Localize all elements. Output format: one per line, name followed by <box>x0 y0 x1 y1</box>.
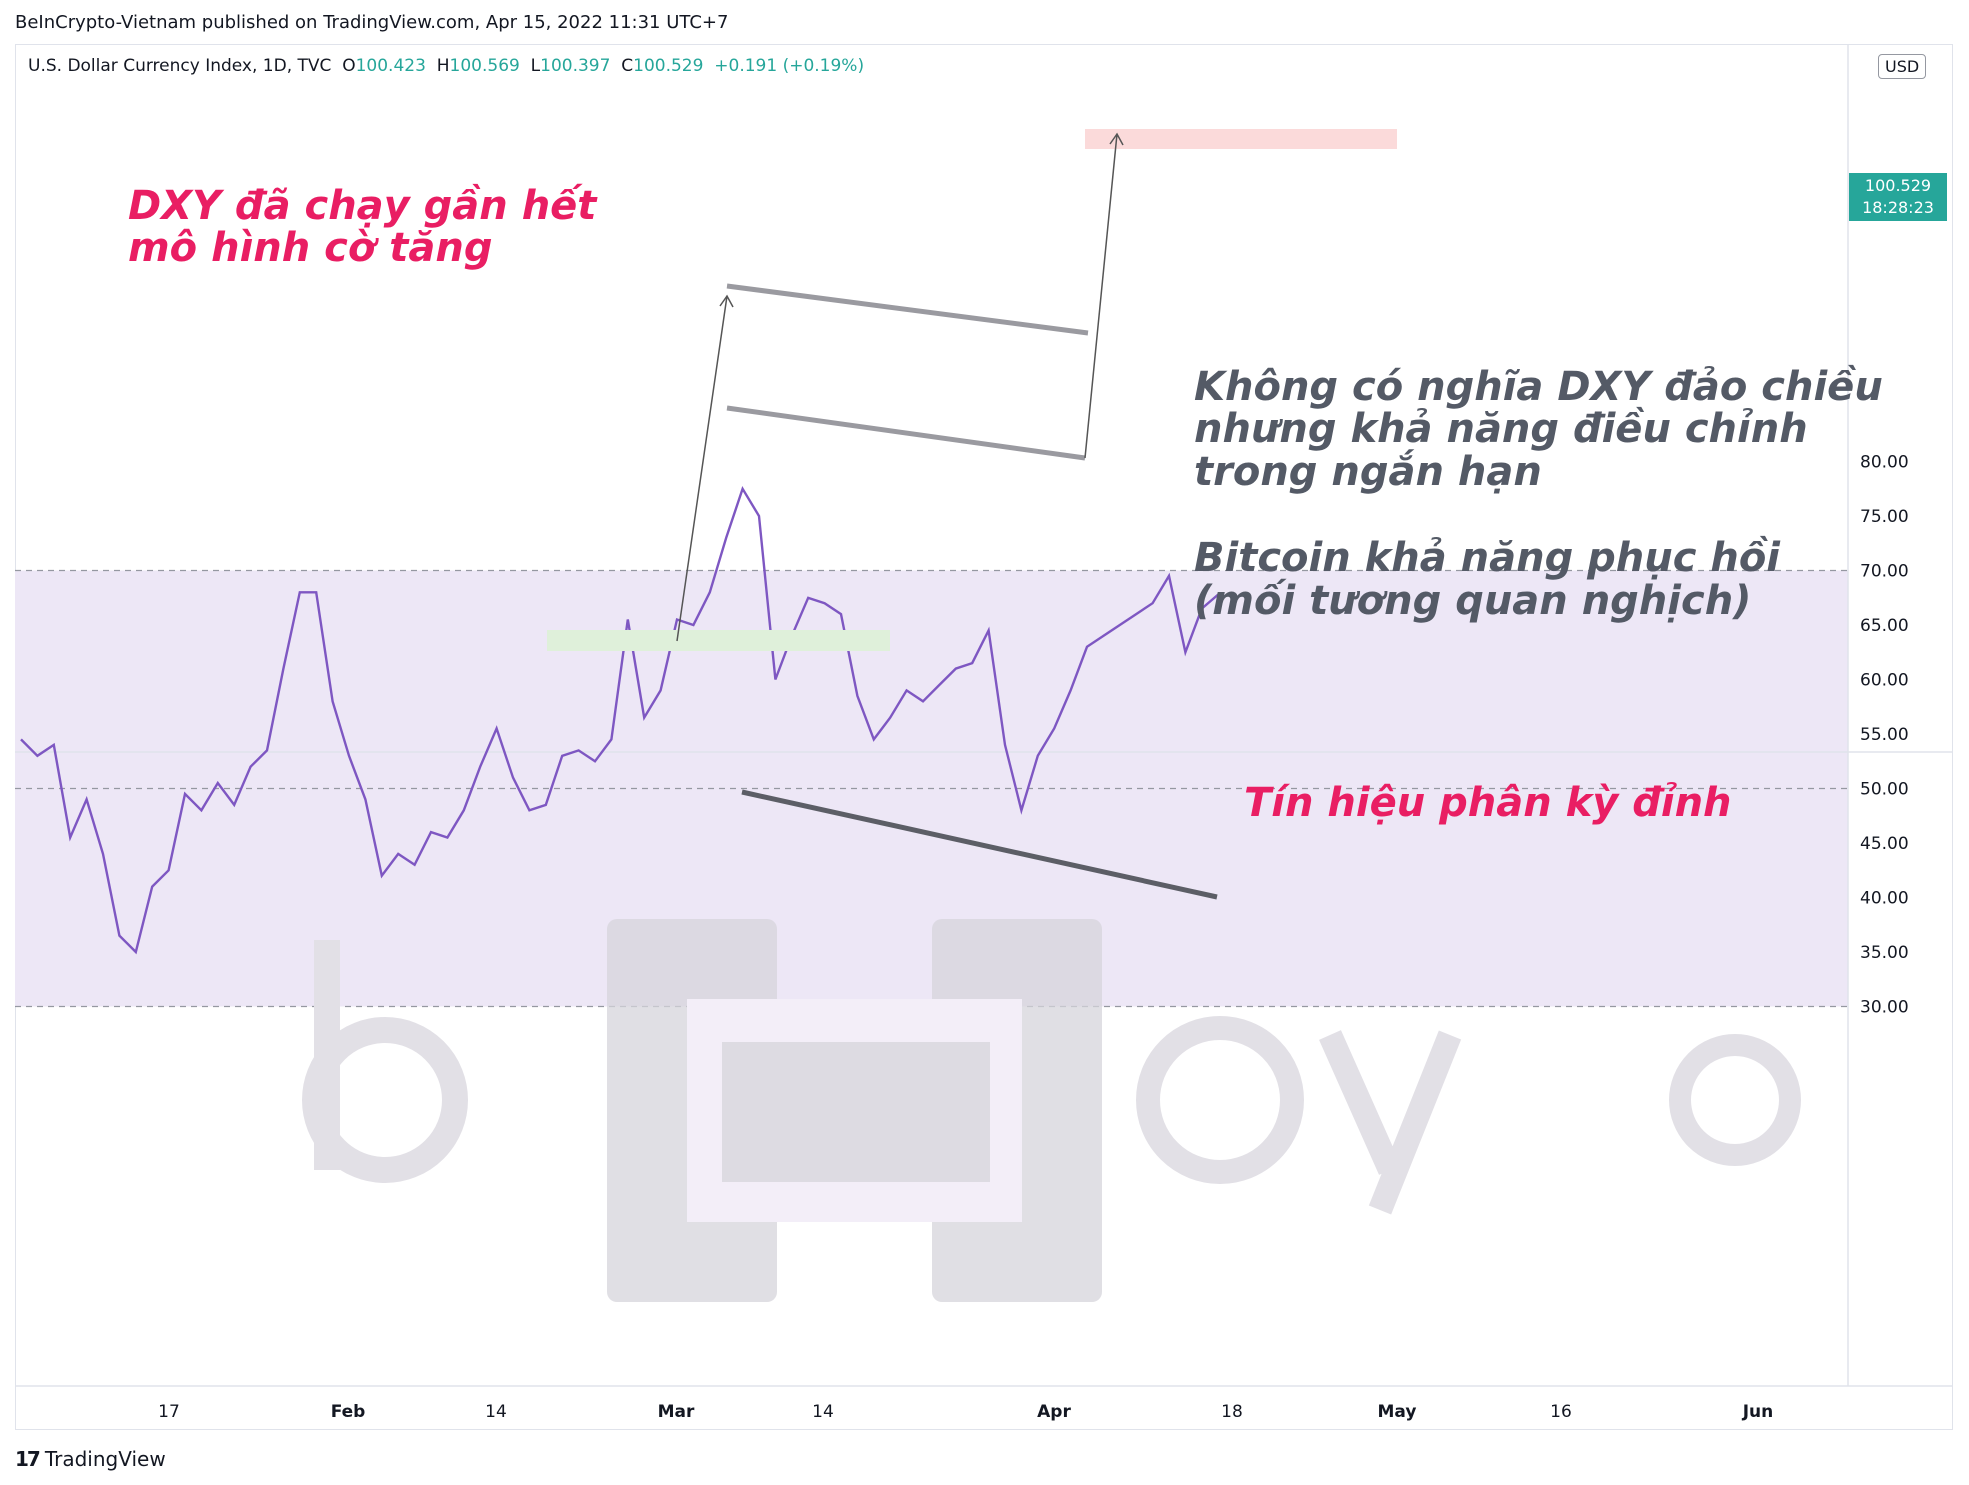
watermark-in-block <box>722 1042 990 1182</box>
legend-change: +0.191 (+0.19%) <box>714 56 865 76</box>
time-axis-label: 18 <box>1221 1402 1243 1422</box>
legend-symbol: U.S. Dollar Currency Index, 1D, TVC <box>28 56 332 76</box>
time-axis-label: Mar <box>658 1402 695 1422</box>
legend-l-label: L <box>530 56 541 76</box>
legend-o-label: O <box>342 56 356 76</box>
flag-note-line1: DXY đã chạy gần hết <box>128 183 597 229</box>
legend-o-value: 100.423 <box>355 56 426 76</box>
rsi-axis-label: 45.00 <box>1860 834 1909 854</box>
legend-c-value: 100.529 <box>633 56 704 76</box>
rsi-axis-label: 55.00 <box>1860 725 1909 745</box>
analysis-note-line2: nhưng khả năng điều chỉnh <box>1194 406 1808 453</box>
flag-pattern-note: DXY đã chạy gần hết mô hình cờ tăng <box>128 185 596 270</box>
target-zone <box>1085 129 1397 149</box>
divergence-line <box>741 789 1218 900</box>
rsi-axis-label: 75.00 <box>1860 507 1909 527</box>
time-axis-label: 16 <box>1550 1402 1572 1422</box>
rsi-axis-label: 80.00 <box>1860 453 1909 473</box>
analysis-note-line4: Bitcoin khả năng phục hồi <box>1194 535 1781 582</box>
legend-c-label: C <box>621 56 634 76</box>
target-arrowhead <box>1109 132 1124 146</box>
analysis-note-line1: Không có nghĩa DXY đảo chiều <box>1194 364 1883 410</box>
flag-upper-line <box>726 283 1089 336</box>
time-axis-label: May <box>1378 1402 1417 1422</box>
rsi-axis-label: 70.00 <box>1860 562 1909 582</box>
time-axis-label: 17 <box>158 1402 180 1422</box>
time-axis-label: 14 <box>812 1402 834 1422</box>
time-axis-label: Jun <box>1742 1402 1774 1422</box>
flagpole-arrowhead <box>719 294 734 308</box>
tradingview-brand: TradingView <box>44 1447 166 1471</box>
tradingview-footer[interactable]: 17 TradingView <box>15 1447 166 1471</box>
flagpole-arrow <box>676 295 728 642</box>
watermark-o-letter <box>1669 1034 1801 1166</box>
legend-h-value: 100.569 <box>449 56 520 76</box>
rsi-axis-label: 60.00 <box>1860 671 1909 691</box>
divergence-note: Tín hiệu phân kỳ đỉnh <box>1244 780 1732 826</box>
time-axis-label: Feb <box>331 1402 366 1422</box>
rsi-axis-label: 50.00 <box>1860 780 1909 800</box>
target-arrow <box>1084 133 1118 459</box>
support-zone <box>547 630 890 651</box>
analysis-note-line5: (mối tương quan nghịch) <box>1194 577 1752 624</box>
last-price-value: 100.529 <box>1864 176 1932 195</box>
watermark-c-letter <box>1136 1016 1304 1184</box>
rsi-axis-label: 40.00 <box>1860 889 1909 909</box>
symbol-legend: U.S. Dollar Currency Index, 1D, TVC O100… <box>28 56 864 76</box>
rsi-axis-label: 30.00 <box>1860 998 1909 1018</box>
flag-lower-line <box>726 405 1086 461</box>
watermark-y-letter <box>1319 1030 1462 1215</box>
publisher-line: BeInCrypto-Vietnam published on TradingV… <box>15 12 729 33</box>
legend-l-value: 100.397 <box>540 56 611 76</box>
rsi-line <box>20 485 1219 955</box>
bar-countdown: 18:28:23 <box>1862 198 1934 217</box>
rsi-axis-label: 35.00 <box>1860 943 1909 963</box>
last-price-label: 100.529 18:28:23 <box>1849 173 1947 221</box>
legend-h-label: H <box>436 56 450 76</box>
analysis-note-line3: trong ngắn hạn <box>1194 448 1542 495</box>
time-axis-label: Apr <box>1037 1402 1071 1422</box>
analysis-note: Không có nghĩa DXY đảo chiều nhưng khả n… <box>1194 366 1883 622</box>
currency-button[interactable]: USD <box>1878 54 1927 79</box>
time-axis-label: 14 <box>485 1402 507 1422</box>
rsi-axis-label: 65.00 <box>1860 616 1909 636</box>
tradingview-logo-icon: 17 <box>15 1447 41 1471</box>
flag-note-line2: mô hình cờ tăng <box>128 225 493 272</box>
